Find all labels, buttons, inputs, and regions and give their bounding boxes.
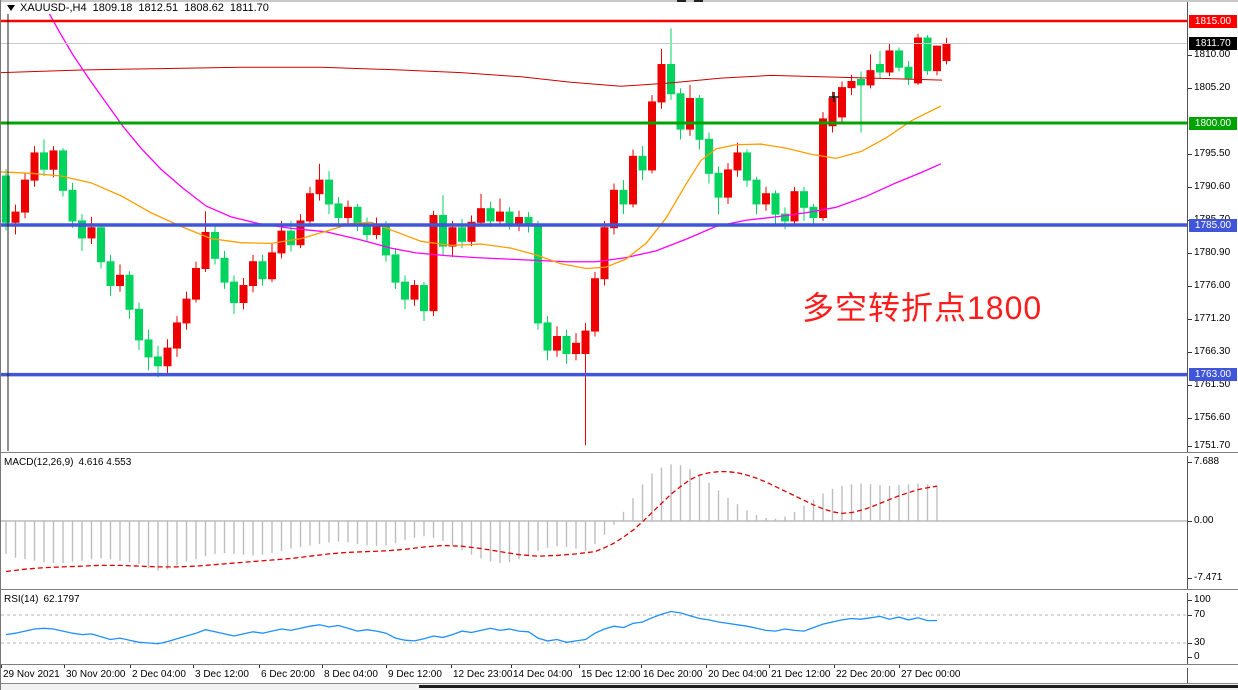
window-bottom-border: [1, 683, 1238, 690]
ohlc-low: 1808.62: [184, 2, 224, 14]
time-tick-mark: [769, 665, 770, 668]
price-tick-mark: [1188, 186, 1192, 188]
time-tick-mark: [579, 665, 580, 668]
macd-tick-label: -7.471: [1194, 572, 1223, 584]
time-tick-mark: [386, 665, 387, 668]
macd-tick-label: 0.00: [1194, 515, 1214, 526]
price-tick-mark: [1188, 286, 1192, 288]
chart-annotation-text: 多空转折点1800: [802, 290, 1043, 326]
rsi-tick-label: 0: [1194, 651, 1200, 662]
rsi-tick-mark: [1188, 657, 1192, 658]
price-tick-label: 1776.00: [1194, 280, 1231, 292]
price-badge: 1811.70: [1189, 36, 1237, 50]
macd-tick-mark: [1188, 578, 1192, 580]
time-tick-label: 21 Dec 12:00: [771, 669, 831, 680]
bottom-border-segment: [419, 685, 1238, 688]
time-tick-label: 14 Dec 04:00: [513, 669, 573, 680]
time-tick-label: 29 Nov 2021: [3, 669, 60, 680]
time-tick-mark: [322, 665, 323, 668]
rsi-tick-label: 100: [1194, 594, 1211, 605]
time-tick-label: 9 Dec 12:00: [388, 669, 442, 680]
rsi-tick-label: 70: [1194, 609, 1206, 620]
chart-canvas[interactable]: [1, 0, 1187, 690]
price-tick-mark: [1188, 446, 1192, 447]
macd-tick-mark: [1188, 462, 1192, 464]
rsi-tick-mark: [1188, 643, 1192, 644]
time-tick-mark: [1, 665, 2, 668]
panel-separator[interactable]: [1, 589, 1238, 593]
time-tick-label: 16 Dec 20:00: [643, 669, 703, 680]
price-tick-mark: [1188, 87, 1192, 89]
price-badge: 1800.00: [1189, 116, 1237, 130]
time-tick-label: 22 Dec 20:00: [836, 669, 896, 680]
panel-separator[interactable]: [1, 452, 1238, 456]
window-grip-icon[interactable]: [677, 0, 686, 2]
time-tick-mark: [193, 665, 194, 668]
rsi-tick-mark: [1188, 615, 1192, 616]
rsi-tick-label: 30: [1194, 637, 1206, 648]
time-tick-label: 12 Dec 23:00: [453, 669, 513, 680]
collapse-triangle-icon[interactable]: [7, 5, 15, 11]
time-tick-mark: [706, 665, 707, 668]
price-tick-label: 1766.30: [1194, 346, 1231, 358]
price-badge: 1763.00: [1189, 368, 1237, 382]
price-axis[interactable]: 1810.001805.201795.501790.601785.701780.…: [1187, 0, 1238, 684]
ohlc-high: 1812.51: [138, 2, 179, 14]
price-tick-label: 1761.50: [1194, 378, 1231, 390]
price-tick-label: 1805.20: [1194, 81, 1231, 93]
price-tick-label: 1780.90: [1194, 246, 1231, 258]
macd-values: 4.616 4.553: [78, 457, 132, 468]
symbol-period-label: XAUUSD-,H4: [20, 2, 87, 14]
time-tick-mark: [64, 665, 65, 668]
price-tick-mark: [1188, 55, 1192, 56]
time-tick-label: 8 Dec 04:00: [324, 669, 378, 680]
ohlc-close: 1811.70: [229, 2, 269, 14]
macd-tick-mark: [1188, 521, 1192, 522]
time-tick-mark: [641, 665, 642, 668]
time-tick-mark: [511, 665, 512, 668]
price-tick-label: 1790.60: [1194, 180, 1231, 192]
time-tick-label: 6 Dec 20:00: [261, 669, 315, 680]
time-tick-mark: [259, 665, 260, 668]
price-badge: 1815.00: [1189, 14, 1237, 28]
price-tick-label: 1771.20: [1194, 312, 1231, 324]
macd-indicator-label: MACD(12,26,9) 4.616 4.553: [4, 457, 136, 468]
rsi-indicator-label: RSI(14) 62.1797: [4, 594, 85, 605]
price-tick-mark: [1188, 318, 1192, 320]
rsi-value: 62.1797: [43, 594, 80, 605]
time-tick-label: 20 Dec 04:00: [708, 669, 768, 680]
price-tick-mark: [1188, 418, 1192, 420]
macd-tick-label: 7.688: [1194, 456, 1220, 468]
price-tick-label: 1795.50: [1194, 147, 1231, 159]
price-tick-mark: [1188, 252, 1192, 254]
rsi-tick-mark: [1188, 600, 1192, 601]
rsi-name: RSI(14): [4, 594, 39, 605]
time-tick-mark: [451, 665, 452, 668]
time-axis[interactable]: 29 Nov 2021 30 Nov 20:00 2 Dec 04:00 3 Dec …: [1, 665, 1187, 683]
chart-title-bar[interactable]: XAUUSD-,H4 1809.18 1812.51 1808.62 1811.70: [1, 2, 1187, 14]
time-tick-mark: [899, 665, 900, 668]
time-tick-mark: [130, 665, 131, 668]
time-tick-label: 27 Dec 00:00: [901, 669, 961, 680]
price-tick-mark: [1188, 352, 1192, 354]
time-tick-mark: [834, 665, 835, 668]
window-grip-icon[interactable]: [694, 0, 703, 2]
macd-name: MACD(12,26,9): [4, 457, 74, 468]
window-top-border: [1, 0, 1238, 2]
time-tick-label: 3 Dec 12:00: [195, 669, 249, 680]
price-badge: 1785.00: [1189, 218, 1237, 232]
ohlc-open: 1809.18: [92, 2, 133, 14]
price-tick-label: 1756.60: [1194, 412, 1231, 424]
price-tick-mark: [1188, 384, 1192, 386]
time-tick-label: 2 Dec 04:00: [132, 669, 186, 680]
price-tick-mark: [1188, 153, 1192, 155]
price-tick-label: 1810.00: [1194, 49, 1231, 60]
time-tick-label: 15 Dec 12:00: [581, 669, 641, 680]
time-tick-label: 30 Nov 20:00: [66, 669, 126, 680]
price-tick-label: 1751.70: [1194, 440, 1231, 451]
